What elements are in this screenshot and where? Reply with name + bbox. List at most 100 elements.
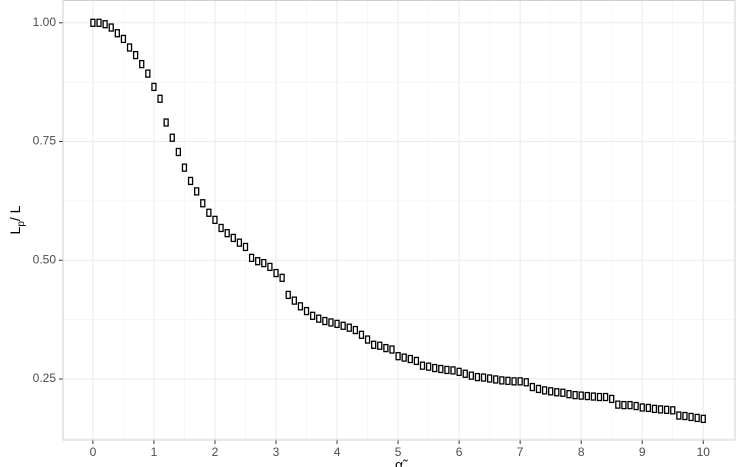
x-tick-label: 9: [639, 445, 646, 459]
point: [407, 354, 413, 364]
x-tick-label: 10: [697, 445, 711, 459]
x-tick-label: 7: [517, 445, 524, 459]
point: [554, 388, 560, 397]
point: [505, 376, 511, 386]
point: [602, 392, 609, 402]
point: [670, 406, 676, 415]
point: [352, 325, 359, 335]
point: [157, 94, 163, 103]
point: [657, 405, 664, 414]
point: [511, 377, 517, 386]
point: [560, 388, 566, 397]
point: [261, 258, 267, 268]
point: [139, 59, 145, 69]
point: [132, 50, 139, 60]
point: [621, 400, 627, 410]
point: [633, 401, 639, 411]
x-tick-label: 2: [212, 445, 219, 459]
point: [96, 18, 102, 27]
point: [535, 384, 542, 394]
point: [529, 382, 536, 392]
point: [334, 319, 340, 329]
point: [200, 199, 206, 208]
point: [102, 20, 108, 29]
point: [578, 391, 584, 400]
point: [377, 341, 383, 350]
point: [181, 163, 188, 172]
point: [297, 302, 304, 311]
point: [340, 321, 346, 330]
x-tick-label: 1: [151, 445, 158, 459]
point: [90, 18, 96, 27]
point: [194, 187, 200, 196]
point: [187, 176, 194, 186]
point: [566, 390, 572, 399]
point: [224, 229, 230, 238]
point: [309, 311, 316, 320]
point: [676, 411, 682, 420]
point: [151, 82, 157, 92]
point: [596, 392, 603, 402]
point: [291, 296, 297, 305]
x-tick-label: 4: [334, 445, 341, 459]
point: [493, 375, 499, 384]
point: [114, 29, 120, 38]
point: [432, 363, 438, 373]
x-tick-label: 0: [90, 445, 97, 459]
point: [364, 335, 371, 344]
point: [389, 345, 395, 354]
y-label-rest: / L: [7, 205, 23, 221]
point: [175, 147, 182, 157]
x-tick-label: 6: [456, 445, 463, 459]
point: [328, 318, 334, 327]
point: [651, 404, 658, 414]
point: [145, 69, 151, 78]
y-tick-label: 1.00: [33, 15, 57, 29]
point: [517, 377, 523, 386]
point: [486, 374, 493, 383]
point: [438, 364, 444, 374]
point: [236, 238, 243, 247]
x-axis-label: α̃: [395, 457, 408, 467]
point: [273, 268, 279, 278]
point: [413, 356, 420, 366]
point: [120, 34, 127, 44]
y-tick-label: 0.75: [33, 134, 57, 148]
y-label-sub: p: [16, 221, 27, 227]
point: [401, 353, 407, 362]
point: [230, 233, 236, 243]
point: [169, 133, 175, 142]
point: [572, 390, 578, 400]
point: [694, 413, 700, 423]
point: [371, 340, 377, 349]
point: [444, 365, 450, 375]
point: [499, 376, 505, 385]
point: [242, 242, 249, 252]
point: [279, 273, 285, 282]
point: [383, 343, 389, 353]
point: [450, 366, 456, 375]
point: [456, 367, 462, 377]
point: [700, 414, 706, 424]
point: [523, 378, 529, 387]
point: [462, 369, 468, 378]
x-tick-label: 3: [273, 445, 280, 459]
y-label-main: L: [7, 226, 23, 234]
point: [346, 323, 352, 332]
point: [663, 405, 670, 414]
point: [615, 400, 621, 409]
point: [316, 314, 322, 323]
point: [584, 391, 590, 401]
point: [285, 290, 291, 300]
point: [688, 412, 694, 422]
point: [218, 223, 224, 233]
point: [163, 118, 169, 127]
y-tick-label: 0.50: [33, 252, 57, 266]
point: [639, 403, 645, 412]
point: [212, 215, 218, 225]
point: [267, 262, 273, 272]
point: [206, 208, 212, 217]
point: [590, 392, 597, 401]
point: [425, 362, 432, 371]
